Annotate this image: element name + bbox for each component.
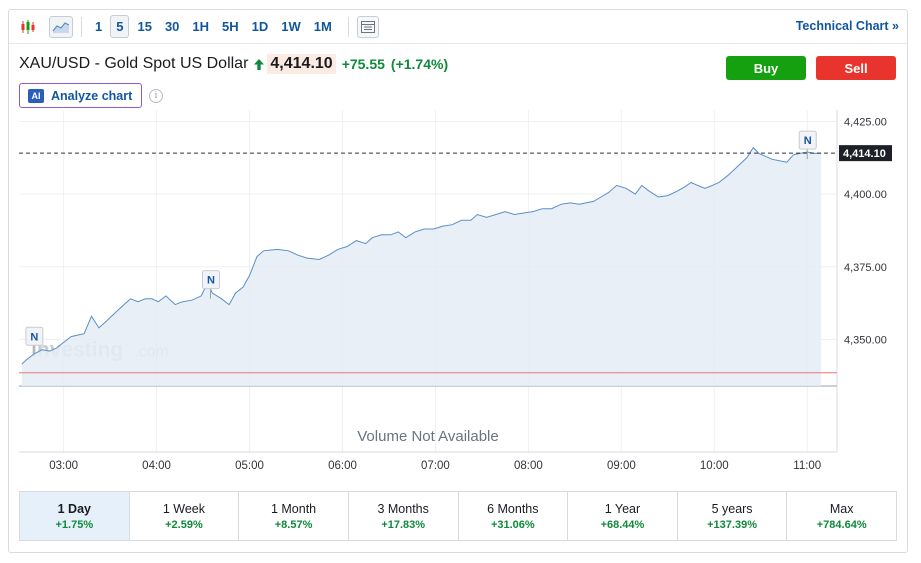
last-price-label: 4,414.10 <box>843 148 886 160</box>
x-tick-label: 06:00 <box>328 460 357 472</box>
news-marker[interactable] <box>25 326 44 346</box>
timeframe-5[interactable]: 5 <box>110 15 130 38</box>
period-tab-6-months[interactable]: 6 Months +31.06% <box>459 492 569 540</box>
ai-icon: AI <box>28 88 44 103</box>
price-change-percent: (+1.74%) <box>390 56 449 72</box>
period-label: 3 Months <box>377 501 429 516</box>
timeframe-1d[interactable]: 1D <box>251 19 269 34</box>
chart-widget: 1 5 15 30 1H 5H 1D 1W 1M Technical Chart » XAU/U… <box>8 9 908 553</box>
news-marker-label: N <box>207 275 215 287</box>
analyze-chart-button[interactable]: AI Analyze chart <box>19 83 142 108</box>
period-tab-1-year[interactable]: 1 Year +68.44% <box>568 492 678 540</box>
period-change: +2.59% <box>165 518 203 531</box>
news-marker-label: N <box>804 135 812 147</box>
price-area-fill <box>21 147 822 386</box>
period-label: 5 years <box>711 501 753 516</box>
x-tick-label: 08:00 <box>514 460 543 472</box>
sell-button[interactable]: Sell <box>816 56 896 80</box>
technical-chart-link[interactable]: Technical Chart » <box>795 19 899 33</box>
x-tick-label: 11:00 <box>793 460 821 472</box>
area-chart-icon[interactable] <box>49 15 73 38</box>
period-tab-1-day[interactable]: 1 Day +1.75% <box>20 492 130 540</box>
price-chart[interactable]: Investing.com4,414.104,425.004,400.004,3… <box>9 10 907 490</box>
up-arrow-icon <box>254 58 265 70</box>
timeframe-1w[interactable]: 1W <box>281 19 301 34</box>
period-label: 1 Year <box>604 501 641 516</box>
volume-not-available: Volume Not Available <box>357 428 498 445</box>
timeframe-5h[interactable]: 5H <box>222 19 239 34</box>
y-tick-label: 4,400.00 <box>844 189 887 201</box>
news-marker-label: N <box>30 331 38 343</box>
news-marker[interactable] <box>798 130 817 150</box>
x-tick-label: 09:00 <box>607 460 636 472</box>
last-price-tag <box>839 145 892 162</box>
price-change: +75.55 <box>341 56 385 72</box>
chart-toolbar: 1 5 15 30 1H 5H 1D 1W 1M Technical Chart » <box>9 10 907 44</box>
period-selector: 1 Day +1.75% 1 Week +2.59% 1 Month +8.57% 3 Mo… <box>19 491 897 541</box>
x-tick-label: 10:00 <box>700 460 729 472</box>
news-marker[interactable] <box>201 270 220 290</box>
period-change: +31.06% <box>490 518 535 531</box>
toolbar-divider <box>347 16 349 37</box>
period-label: 6 Months <box>487 501 539 516</box>
x-tick-label: 03:00 <box>49 460 78 472</box>
period-label: 1 Day <box>57 501 91 516</box>
timeframe-30[interactable]: 30 <box>164 19 180 34</box>
period-label: 1 Week <box>162 501 206 516</box>
timeframe-1h[interactable]: 1H <box>192 19 210 34</box>
period-change: +137.39% <box>707 518 757 531</box>
last-price: 4,414.10 <box>267 54 336 74</box>
x-tick-label: 07:00 <box>421 460 450 472</box>
y-tick-label: 4,375.00 <box>844 262 887 274</box>
buy-button[interactable]: Buy <box>726 56 806 80</box>
timeframe-15[interactable]: 15 <box>137 19 152 34</box>
period-tab-3-months[interactable]: 3 Months +17.83% <box>349 492 459 540</box>
y-tick-label: 4,425.00 <box>844 116 887 128</box>
period-label: 1 Month <box>270 501 317 516</box>
instrument-name: XAU/USD - Gold Spot US Dollar <box>19 55 249 72</box>
period-change: +68.44% <box>600 518 645 531</box>
period-change: +1.75% <box>55 518 94 531</box>
period-change: +784.64% <box>816 518 867 531</box>
info-icon[interactable]: i <box>149 89 163 103</box>
price-line <box>21 146 822 365</box>
y-tick-label: 4,350.00 <box>844 334 887 346</box>
timeframe-group: 1 5 15 30 1H 5H 1D 1W 1M <box>90 15 340 38</box>
period-label: Max <box>829 501 854 516</box>
x-tick-label: 05:00 <box>235 460 264 472</box>
period-change: +8.57% <box>274 518 313 531</box>
timeframe-1m[interactable]: 1M <box>313 19 332 34</box>
period-tab-max[interactable]: Max +784.64% <box>787 492 896 540</box>
analyze-chart-label: Analyze chart <box>51 88 133 103</box>
table-icon[interactable] <box>356 15 379 38</box>
toolbar-divider <box>81 16 82 37</box>
x-tick-label: 04:00 <box>142 460 171 472</box>
period-tab-5-years[interactable]: 5 years +137.39% <box>678 492 788 540</box>
period-tab-1-week[interactable]: 1 Week +2.59% <box>130 492 240 540</box>
timeframe-1[interactable]: 1 <box>95 19 103 34</box>
candlestick-icon[interactable] <box>17 16 39 38</box>
instrument-header: XAU/USD - Gold Spot US Dollar 4,414.10 +… <box>19 54 448 74</box>
period-tab-1-month[interactable]: 1 Month +8.57% <box>239 492 349 540</box>
period-change: +17.83% <box>381 518 426 531</box>
